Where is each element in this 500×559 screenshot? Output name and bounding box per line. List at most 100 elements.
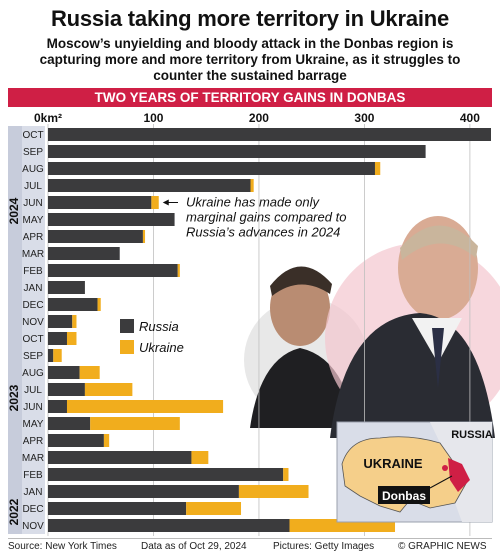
bar-ukraine bbox=[250, 179, 254, 192]
legend-label: Ukraine bbox=[139, 340, 184, 355]
x-tick-label: 400 bbox=[460, 111, 480, 125]
bar-ukraine bbox=[177, 264, 180, 277]
year-label: 2022 bbox=[7, 498, 21, 525]
bar-russia bbox=[48, 451, 192, 464]
category-label: FEB bbox=[23, 266, 43, 277]
x-tick-label: 0km² bbox=[34, 111, 62, 125]
annotation-text: Ukraine has made only marginal gains comp… bbox=[186, 195, 346, 240]
bar-russia bbox=[48, 145, 426, 158]
legend-label: Russia bbox=[139, 319, 179, 334]
bar-ukraine bbox=[84, 383, 133, 396]
putin-photo bbox=[330, 216, 495, 438]
bar-russia bbox=[48, 349, 54, 362]
year-band-strip bbox=[8, 126, 22, 296]
bar-ukraine bbox=[66, 332, 77, 345]
category-label: SEP bbox=[23, 351, 43, 362]
legend-swatch bbox=[120, 319, 134, 333]
footer-divider bbox=[8, 538, 492, 539]
legend: Russia Ukraine bbox=[120, 319, 184, 355]
category-label: NOV bbox=[22, 317, 44, 328]
x-axis: 0km² 100 200 300 400 bbox=[34, 111, 480, 125]
bar-russia bbox=[48, 332, 67, 345]
bar-russia bbox=[48, 213, 175, 226]
bar-russia bbox=[48, 196, 152, 209]
category-label: JAN bbox=[24, 487, 43, 498]
x-tick-label: 200 bbox=[249, 111, 269, 125]
footer-data-date: Data as of Oct 29, 2024 bbox=[141, 541, 247, 552]
bar-ukraine bbox=[191, 451, 209, 464]
category-label: JUL bbox=[24, 181, 42, 192]
bar-ukraine bbox=[72, 315, 77, 328]
inset-map: RUSSIA UKRAINE Donbas bbox=[336, 421, 493, 523]
bar-russia bbox=[48, 502, 187, 515]
category-label: JUN bbox=[23, 402, 42, 413]
bar-russia bbox=[48, 434, 104, 447]
category-label: JAN bbox=[24, 283, 43, 294]
bar-ukraine bbox=[151, 196, 159, 209]
x-tick-label: 100 bbox=[143, 111, 163, 125]
bar-ukraine bbox=[53, 349, 62, 362]
territory-bar-chart: 2024 2023 2022 0km² 100 200 300 400 OCT SEP AUG J… bbox=[7, 111, 500, 536]
bar-ukraine bbox=[97, 298, 101, 311]
category-label: MAR bbox=[22, 249, 44, 260]
bars bbox=[48, 128, 491, 532]
category-label: JUN bbox=[23, 198, 42, 209]
bar-russia bbox=[48, 366, 80, 379]
category-label: AUG bbox=[22, 368, 44, 379]
category-labels: OCT SEP AUG JUL JUN MAY APR MAR FEB JAN DEC NOV OCT S… bbox=[22, 130, 44, 532]
footer-credit: © GRAPHIC NEWS bbox=[398, 541, 487, 552]
year-bands: 2024 2023 2022 bbox=[7, 126, 45, 534]
map-label-donbas: Donbas bbox=[382, 489, 426, 503]
footer-source: Source: New York Times bbox=[8, 541, 117, 552]
chart-banner: TWO YEARS OF TERRITORY GAINS IN DONBAS bbox=[8, 88, 492, 107]
map-label-ukraine: UKRAINE bbox=[363, 456, 423, 471]
donbas-area bbox=[448, 458, 470, 492]
category-label: APR bbox=[23, 436, 44, 447]
bar-russia bbox=[48, 417, 91, 430]
category-label: OCT bbox=[22, 334, 43, 345]
legend-swatch bbox=[120, 340, 134, 354]
category-label: OCT bbox=[22, 130, 43, 141]
category-label: AUG bbox=[22, 164, 44, 175]
bar-russia bbox=[48, 485, 239, 498]
bar-russia bbox=[48, 519, 290, 532]
bar-russia bbox=[48, 315, 73, 328]
bar-russia bbox=[48, 128, 491, 141]
year-band-strip bbox=[8, 296, 22, 500]
year-label: 2024 bbox=[7, 197, 21, 224]
year-label: 2023 bbox=[7, 384, 21, 411]
page-title: Russia taking more territory in Ukraine bbox=[50, 6, 450, 31]
zelensky-photo bbox=[244, 266, 368, 428]
bar-russia bbox=[48, 281, 85, 294]
bar-russia bbox=[48, 468, 284, 481]
annotation-arrowhead bbox=[162, 199, 169, 206]
bar-russia bbox=[48, 400, 67, 413]
russia-area bbox=[430, 422, 492, 522]
bar-russia bbox=[48, 264, 178, 277]
leader-photos bbox=[244, 216, 500, 438]
bar-russia bbox=[48, 179, 251, 192]
bar-ukraine bbox=[374, 162, 381, 175]
bar-russia bbox=[48, 298, 98, 311]
bar-ukraine bbox=[238, 485, 309, 498]
x-tick-label: 300 bbox=[354, 111, 374, 125]
category-label: DEC bbox=[22, 504, 43, 515]
bar-ukraine bbox=[79, 366, 100, 379]
bar-russia bbox=[48, 383, 85, 396]
bar-russia bbox=[48, 162, 375, 175]
bar-ukraine bbox=[66, 400, 224, 413]
bar-ukraine bbox=[90, 417, 180, 430]
category-label: MAR bbox=[22, 453, 44, 464]
category-label: NOV bbox=[22, 521, 44, 532]
map-label-russia: RUSSIA bbox=[451, 429, 493, 441]
bar-ukraine bbox=[142, 230, 146, 243]
bar-russia bbox=[48, 247, 120, 260]
bar-ukraine bbox=[103, 434, 110, 447]
footer-pictures: Pictures: Getty Images bbox=[273, 541, 375, 552]
category-label: JUL bbox=[24, 385, 42, 396]
year-band-strip bbox=[8, 500, 22, 534]
category-label: DEC bbox=[22, 300, 43, 311]
bar-ukraine bbox=[283, 468, 289, 481]
annotation: Ukraine has made only marginal gains comp… bbox=[162, 195, 346, 240]
category-label: SEP bbox=[23, 147, 43, 158]
